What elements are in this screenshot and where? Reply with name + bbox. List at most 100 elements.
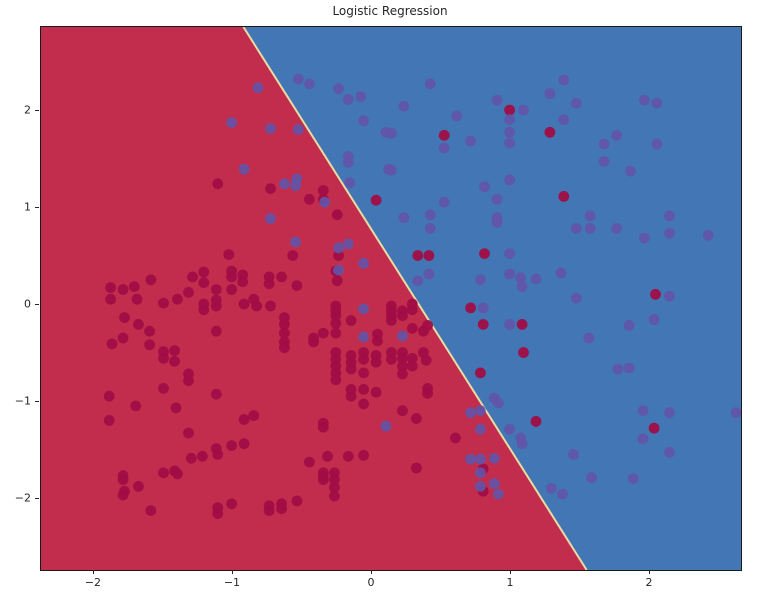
x-tick-mark (509, 570, 511, 574)
scatter-point-class-blue (333, 264, 344, 276)
scatter-point-class-red (422, 320, 433, 331)
scatter-point-class-blue (475, 453, 486, 465)
scatter-point-class-blue (465, 453, 476, 465)
scatter-point-class-red (130, 400, 142, 412)
scatter-point-class-red (386, 315, 397, 326)
scatter-point-class-red (479, 248, 490, 259)
scatter-point-class-red (322, 450, 333, 462)
scatter-point-class-red (450, 432, 461, 444)
y-tick-label: 1 (24, 200, 31, 214)
scatter-point-class-red (279, 327, 290, 339)
scatter-point-class-blue (504, 126, 515, 138)
scatter-point-class-blue (465, 407, 476, 419)
scatter-point-class-blue (586, 472, 597, 484)
scatter-point-class-red (238, 414, 250, 425)
scatter-point-class-blue (664, 447, 675, 458)
scatter-point-class-blue (355, 91, 367, 102)
scatter-point-class-blue (358, 115, 369, 127)
scatter-point-class-blue (398, 100, 410, 112)
scatter-point-class-blue (438, 142, 450, 154)
scatter-point-class-blue (477, 302, 489, 314)
scatter-point-class-blue (545, 482, 557, 494)
y-tick-mark (35, 110, 39, 111)
scatter-point-class-blue (475, 405, 486, 417)
scatter-point-class-blue (570, 292, 582, 304)
x-tick-label: −2 (84, 576, 102, 589)
scatter-point-class-blue (333, 83, 344, 95)
scatter-point-class-blue (491, 217, 503, 228)
scatter-point-class-blue (423, 268, 435, 280)
scatter-point-class-red (370, 194, 382, 206)
x-tick-mark (370, 570, 372, 574)
blue-decision-region (243, 27, 741, 570)
scatter-point-class-blue (515, 272, 527, 284)
scatter-point-class-red (386, 353, 397, 365)
scatter-point-class-red (185, 452, 197, 464)
scatter-point-class-red (329, 490, 340, 502)
scatter-point-class-red (145, 274, 157, 286)
scatter-point-class-red (238, 438, 250, 450)
scatter-point-class-red (265, 183, 276, 195)
scatter-point-class-red (212, 449, 224, 460)
scatter-point-class-blue (664, 290, 675, 302)
scatter-point-class-blue (598, 138, 610, 150)
scatter-point-class-red (117, 284, 129, 295)
scatter-point-class-blue (555, 267, 567, 279)
scatter-point-class-red (158, 352, 169, 364)
red-decision-region (41, 27, 587, 570)
scatter-point-class-red (291, 495, 303, 507)
scatter-point-class-red (133, 319, 144, 330)
y-tick-label: −1 (14, 394, 31, 408)
scatter-point-class-red (477, 319, 489, 330)
scatter-point-class-red (397, 405, 408, 417)
scatter-point-class-blue (358, 257, 369, 269)
scatter-point-class-red (406, 304, 418, 316)
scatter-point-class-blue (544, 88, 556, 99)
scatter-point-class-red (144, 339, 155, 351)
scatter-point-class-red (187, 271, 199, 283)
scatter-point-class-red (226, 498, 238, 510)
scatter-point-class-blue (612, 363, 624, 375)
scatter-point-class-blue (504, 423, 515, 435)
scatter-point-class-red (544, 126, 556, 138)
scatter-point-class-red (210, 300, 222, 312)
scatter-point-class-red (406, 352, 418, 364)
scatter-point-class-red (317, 327, 329, 339)
scatter-point-class-blue (475, 423, 486, 435)
scatter-point-class-blue (504, 174, 515, 186)
scatter-point-class-blue (475, 467, 486, 479)
scatter-point-class-red (251, 300, 262, 312)
scatter-point-class-red (342, 450, 354, 462)
scatter-point-class-blue (291, 173, 303, 185)
scatter-point-class-red (330, 318, 342, 329)
scatter-point-class-red (133, 481, 144, 492)
x-tick-label: 0 (367, 576, 375, 589)
scatter-point-class-blue (651, 97, 663, 109)
scatter-point-class-red (279, 319, 290, 330)
scatter-point-class-red (287, 250, 299, 261)
scatter-point-class-red (198, 277, 210, 289)
scatter-point-class-red (226, 440, 238, 451)
scatter-point-class-blue (730, 407, 741, 419)
scatter-point-class-red (183, 375, 194, 387)
scatter-point-class-blue (558, 114, 570, 126)
scatter-point-class-blue (292, 124, 304, 135)
scatter-point-class-red (397, 310, 408, 322)
scatter-point-class-blue (504, 114, 515, 126)
scatter-point-class-blue (342, 238, 354, 250)
scatter-point-class-red (170, 402, 182, 414)
scatter-point-class-blue (265, 123, 276, 134)
scatter-point-class-red (198, 304, 210, 316)
scatter-point-class-red (518, 347, 529, 358)
scatter-point-class-blue (493, 397, 504, 409)
scatter-point-class-red (331, 275, 343, 287)
scatter-point-class-red (105, 282, 116, 293)
x-tick-mark (92, 570, 94, 574)
scatter-point-class-red (411, 462, 422, 474)
scatter-point-class-blue (516, 438, 528, 450)
scatter-point-class-blue (279, 178, 290, 190)
y-tick-mark (35, 497, 39, 499)
scatter-point-class-red (358, 384, 369, 395)
scatter-point-class-blue (664, 227, 675, 239)
